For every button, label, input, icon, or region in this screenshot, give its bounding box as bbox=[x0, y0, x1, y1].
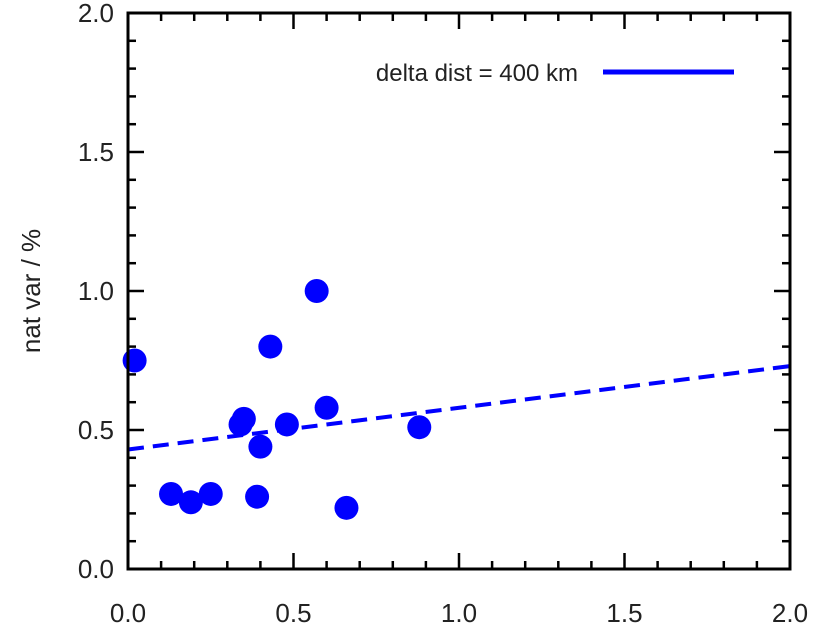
tick-labels: 0.0 0.5 1.0 1.5 2.0 0.0 0.5 1.0 1.5 2.0 bbox=[78, 0, 808, 628]
trend-line bbox=[127, 364, 791, 452]
data-point bbox=[334, 495, 359, 520]
chart-marks bbox=[122, 279, 791, 520]
data-point bbox=[407, 415, 432, 440]
y-tick-label: 0.5 bbox=[78, 415, 114, 445]
data-point bbox=[258, 334, 283, 359]
y-tick-label: 1.0 bbox=[78, 276, 114, 306]
x-tick-label: 1.0 bbox=[441, 598, 477, 628]
y-axis-title: nat var / % bbox=[16, 229, 46, 353]
x-tick-label: 2.0 bbox=[772, 598, 808, 628]
y-tick-label: 0.0 bbox=[78, 554, 114, 584]
data-point bbox=[231, 406, 256, 431]
data-point bbox=[159, 481, 184, 506]
data-point bbox=[248, 434, 273, 459]
data-point bbox=[178, 490, 203, 515]
legend: delta dist = 400 km bbox=[376, 60, 734, 87]
data-point bbox=[304, 279, 329, 303]
x-tick-label: 0.0 bbox=[110, 598, 146, 628]
data-point bbox=[122, 348, 147, 373]
y-tick-label: 1.5 bbox=[78, 137, 114, 167]
legend-label: delta dist = 400 km bbox=[376, 60, 578, 87]
axis-ticks bbox=[126, 11, 792, 571]
data-point bbox=[314, 395, 339, 420]
data-point bbox=[245, 484, 270, 509]
x-tick-label: 0.5 bbox=[275, 598, 311, 628]
data-point bbox=[198, 481, 223, 506]
x-tick-label: 1.5 bbox=[606, 598, 642, 628]
plot-frame bbox=[126, 11, 792, 571]
data-point bbox=[274, 412, 299, 437]
y-tick-label: 2.0 bbox=[78, 0, 114, 28]
